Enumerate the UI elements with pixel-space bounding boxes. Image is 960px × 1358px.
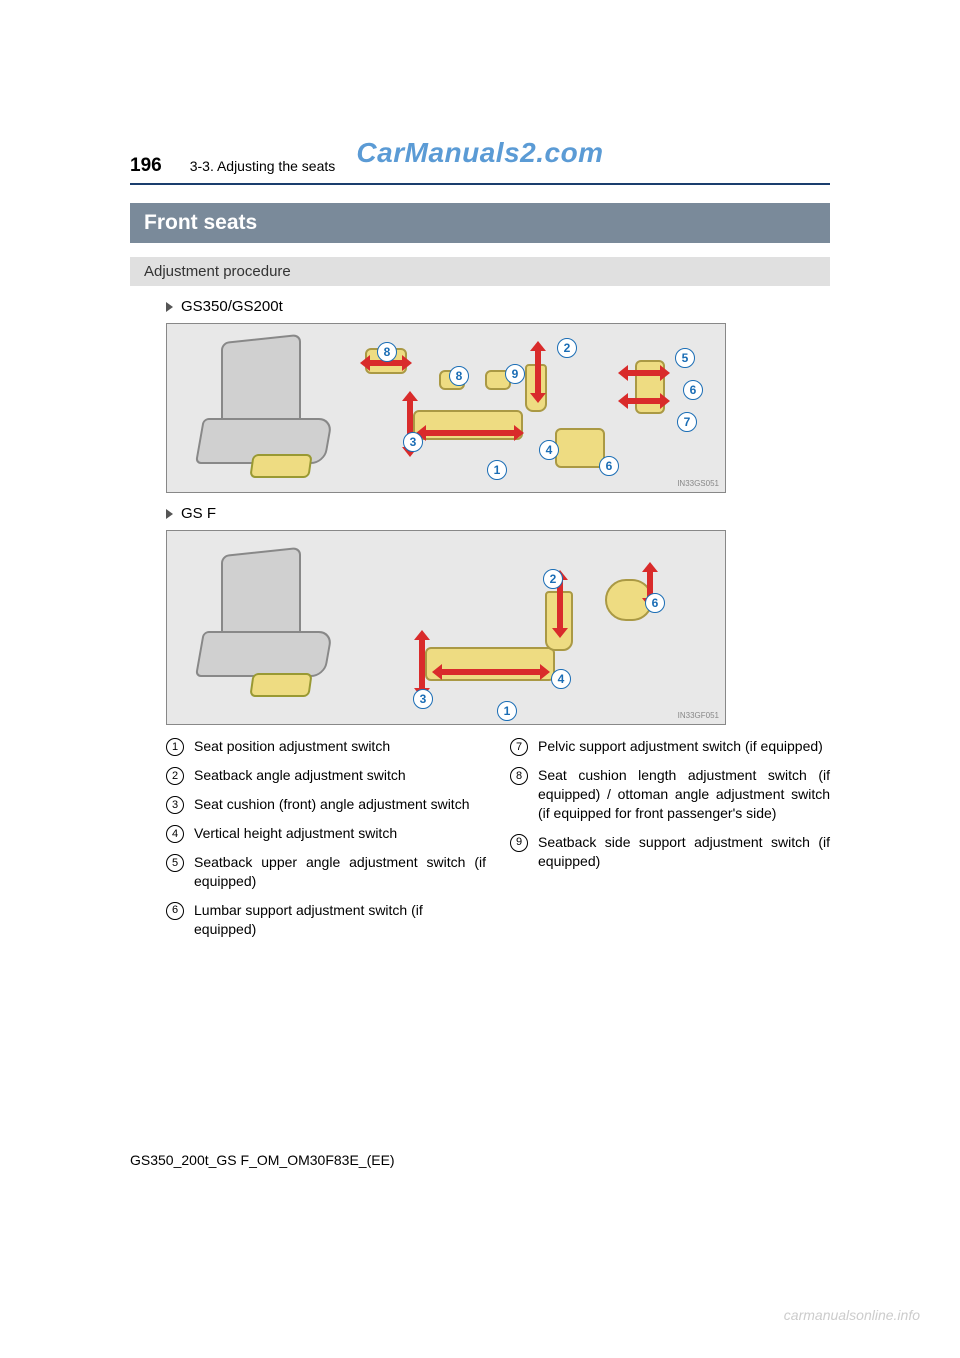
- control-panel-area: [345, 561, 695, 711]
- legend-col-left: 1 Seat position adjustment switch 2 Seatbac…: [166, 737, 486, 949]
- callout-1: 1: [487, 460, 507, 480]
- page-title: Front seats: [130, 203, 830, 243]
- diagram-code-2: IN33GF051: [678, 711, 719, 720]
- callout-7: 7: [677, 412, 697, 432]
- legend-item-4: 4 Vertical height adjustment switch: [166, 824, 486, 843]
- model-2-text: GS F: [181, 505, 216, 522]
- legend-text: Pelvic support adjustment switch (if equ…: [538, 737, 830, 756]
- legend-item-2: 2 Seatback angle adjustment switch: [166, 766, 486, 785]
- model-label-1: GS350/GS200t: [166, 298, 830, 315]
- callout-6: 6: [645, 593, 665, 613]
- diagram-gs350: IN33GS051 8 2 5 8 9 6 7 3 4 1 6: [166, 323, 726, 493]
- legend-item-8: 8 Seat cushion length adjustment switch (…: [510, 766, 830, 823]
- footer-code: GS350_200t_GS F_OM_OM30F83E_(EE): [130, 1152, 395, 1168]
- callout-3: 3: [413, 689, 433, 709]
- legend-number: 6: [166, 902, 184, 920]
- legend-text: Seat cushion (front) angle adjustment sw…: [194, 795, 486, 814]
- page-number: 196: [130, 155, 162, 177]
- model-1-text: GS350/GS200t: [181, 298, 283, 315]
- model-label-2: GS F: [166, 505, 830, 522]
- callout-4: 4: [539, 440, 559, 460]
- callout-9: 9: [505, 364, 525, 384]
- callout-6: 6: [599, 456, 619, 476]
- legend-item-5: 5 Seatback upper angle adjustment switch …: [166, 853, 486, 891]
- watermark-top: CarManuals2.com: [356, 137, 603, 169]
- diagram-gsf: IN33GF051 2 6 4 3 1: [166, 530, 726, 725]
- legend-text: Lumbar support adjustment switch (if equ…: [194, 901, 486, 939]
- legend-number: 8: [510, 767, 528, 785]
- legend-item-9: 9 Seatback side support adjustment switch…: [510, 833, 830, 871]
- legend-number: 5: [166, 854, 184, 872]
- legend-number: 7: [510, 738, 528, 756]
- legend-item-6: 6 Lumbar support adjustment switch (if eq…: [166, 901, 486, 939]
- legend-number: 4: [166, 825, 184, 843]
- legend-text: Seat cushion length adjustment switch (i…: [538, 766, 830, 823]
- legend-item-1: 1 Seat position adjustment switch: [166, 737, 486, 756]
- legend-number: 1: [166, 738, 184, 756]
- legend-number: 2: [166, 767, 184, 785]
- callout-8: 8: [449, 366, 469, 386]
- callout-2: 2: [543, 569, 563, 589]
- legend: 1 Seat position adjustment switch 2 Seatbac…: [166, 737, 830, 949]
- callout-3: 3: [403, 432, 423, 452]
- legend-col-right: 7 Pelvic support adjustment switch (if eq…: [510, 737, 830, 949]
- legend-text: Vertical height adjustment switch: [194, 824, 486, 843]
- callout-4: 4: [551, 669, 571, 689]
- callout-1: 1: [497, 701, 517, 721]
- legend-text: Seatback upper angle adjustment switch (…: [194, 853, 486, 891]
- control-panel-area: [345, 334, 695, 484]
- callout-6: 6: [683, 380, 703, 400]
- legend-item-7: 7 Pelvic support adjustment switch (if eq…: [510, 737, 830, 756]
- triangle-bullet-icon: [166, 302, 173, 312]
- seat-illustration: [191, 342, 341, 472]
- legend-item-3: 3 Seat cushion (front) angle adjustment s…: [166, 795, 486, 814]
- legend-text: Seat position adjustment switch: [194, 737, 486, 756]
- section-path: 3-3. Adjusting the seats: [190, 158, 336, 174]
- callout-8: 8: [377, 342, 397, 362]
- legend-text: Seatback side support adjustment switch …: [538, 833, 830, 871]
- watermark-bottom: carmanualsonline.info: [784, 1307, 920, 1323]
- legend-number: 3: [166, 796, 184, 814]
- header-rule: [130, 183, 830, 185]
- legend-number: 9: [510, 834, 528, 852]
- seat-illustration: [191, 555, 341, 685]
- callout-5: 5: [675, 348, 695, 368]
- section-subtitle: Adjustment procedure: [130, 257, 830, 286]
- callout-2: 2: [557, 338, 577, 358]
- diagram-code-1: IN33GS051: [677, 479, 719, 488]
- triangle-bullet-icon: [166, 509, 173, 519]
- legend-text: Seatback angle adjustment switch: [194, 766, 486, 785]
